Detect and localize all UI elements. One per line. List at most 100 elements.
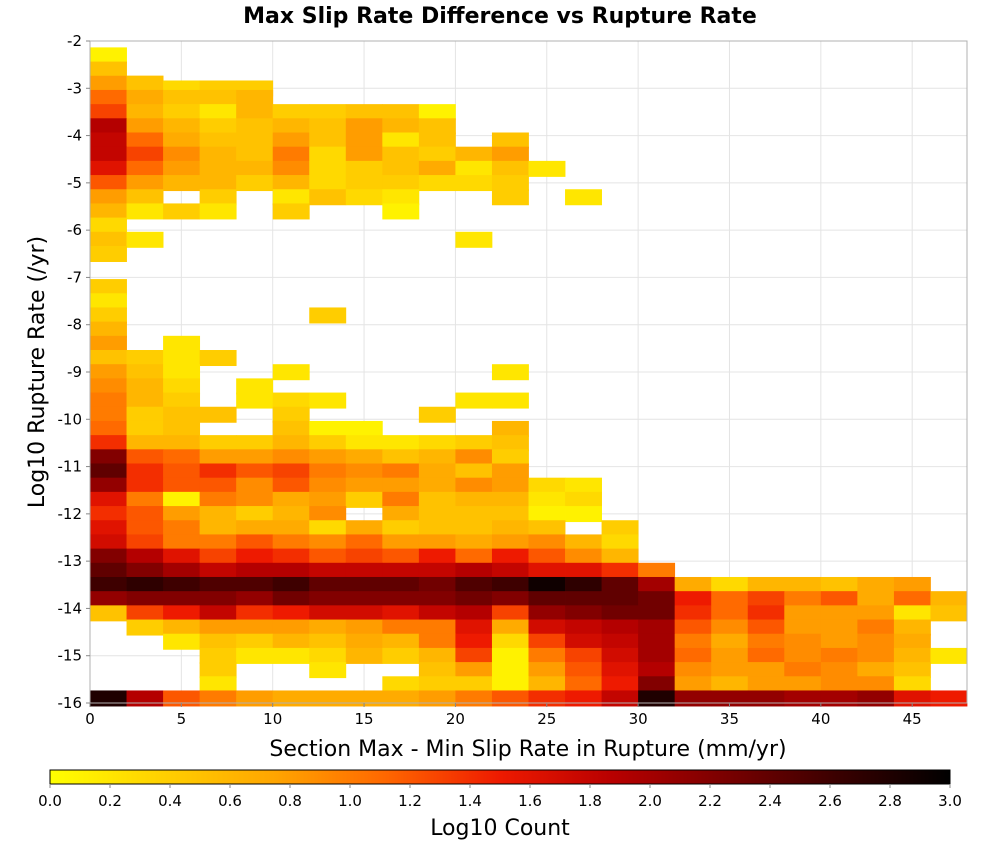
heatmap-cell [711, 576, 749, 593]
heatmap-cell [418, 605, 456, 622]
heatmap-cell [272, 491, 310, 508]
heatmap-cell [90, 293, 127, 310]
heatmap-cell [126, 477, 164, 494]
heatmap-cell [199, 676, 237, 693]
heatmap-cell [382, 449, 420, 466]
heatmap-cell [601, 605, 639, 622]
heatmap-cell [126, 175, 164, 192]
heatmap-cell [893, 662, 931, 679]
heatmap-cell [345, 619, 383, 636]
heatmap-cell [199, 562, 237, 579]
heatmap-cell [455, 491, 493, 508]
heatmap-cell [126, 118, 164, 135]
heatmap-cell [491, 633, 529, 650]
heatmap-cell [309, 591, 347, 608]
heatmap-cell [455, 463, 493, 480]
heatmap-cell [455, 562, 493, 579]
heatmap-cell [236, 392, 274, 409]
heatmap-cell [638, 576, 676, 593]
chart-title: Max Slip Rate Difference vs Rupture Rate [243, 4, 757, 29]
colorbar-tick-label: 2.2 [698, 792, 722, 810]
heatmap-cell [893, 633, 931, 650]
heatmap-cell [163, 146, 201, 163]
heatmap-cell [565, 690, 602, 707]
heatmap-cell [491, 364, 529, 381]
heatmap-cell [857, 633, 895, 650]
heatmap-cell [90, 491, 127, 508]
heatmap-cell [491, 562, 529, 579]
colorbar-tick-label: 1.8 [578, 792, 602, 810]
heatmap-cell [784, 619, 822, 636]
heatmap-cell [565, 189, 602, 206]
heatmap-cell [199, 203, 237, 220]
heatmap-cell [345, 463, 383, 480]
heatmap-cell [236, 104, 274, 121]
heatmap-cell [711, 633, 749, 650]
heatmap-cell [893, 605, 931, 622]
heatmap-cell [345, 605, 383, 622]
heatmap-cell [126, 146, 164, 163]
heatmap-cell [126, 350, 164, 367]
heatmap-cell [418, 104, 456, 121]
heatmap-cell [418, 132, 456, 149]
heatmap-cell [491, 619, 529, 636]
heatmap-cell [711, 619, 749, 636]
x-tick-label: 20 [446, 710, 465, 728]
heatmap-cell [272, 449, 310, 466]
heatmap-cell [163, 506, 201, 523]
heatmap-cell [455, 633, 493, 650]
heatmap-cell [601, 562, 639, 579]
heatmap-cell [674, 633, 712, 650]
heatmap-cell [491, 520, 529, 537]
heatmap-cell [272, 420, 310, 437]
heatmap-cell [126, 392, 164, 409]
heatmap-cell [90, 435, 127, 452]
heatmap-cell [236, 591, 274, 608]
heatmap-cell [418, 175, 456, 192]
heatmap-cell [90, 605, 127, 622]
colorbar-tick-label: 2.0 [638, 792, 662, 810]
heatmap-cell [126, 364, 164, 381]
heatmap-cell [455, 690, 493, 707]
heatmap-cell [418, 449, 456, 466]
heatmap-cell [528, 676, 566, 693]
heatmap-cell [455, 662, 493, 679]
heatmap-cell [272, 104, 310, 121]
heatmap-cell [199, 132, 237, 149]
heatmap-cell [309, 132, 347, 149]
heatmap-cell [491, 647, 529, 664]
heatmap-cell [565, 491, 602, 508]
colorbar-tick-label: 1.2 [398, 792, 422, 810]
heatmap-cell [820, 605, 858, 622]
heatmap-cell [272, 406, 310, 423]
heatmap-cell [236, 619, 274, 636]
heatmap-cell [90, 406, 127, 423]
heatmap-cell [382, 591, 420, 608]
heatmap-cell [163, 576, 201, 593]
heatmap-cell [345, 118, 383, 135]
heatmap-cell [565, 605, 602, 622]
heatmap-cell [784, 633, 822, 650]
heatmap-cell [382, 619, 420, 636]
x-tick-label: 10 [263, 710, 282, 728]
heatmap-cell [90, 506, 127, 523]
heatmap-cell [857, 619, 895, 636]
heatmap-cell [857, 576, 895, 593]
heatmap-cell [199, 449, 237, 466]
heatmap-cell [491, 548, 529, 565]
heatmap-cell [455, 449, 493, 466]
heatmap-cell [418, 534, 456, 551]
heatmap-cell [528, 591, 566, 608]
heatmap-cell [418, 647, 456, 664]
heatmap-cell [163, 690, 201, 707]
heatmap-cell [199, 605, 237, 622]
heatmap-cell [272, 203, 310, 220]
heatmap-cell [236, 435, 274, 452]
heatmap-cell [90, 146, 127, 163]
heatmap-cell [345, 175, 383, 192]
heatmap-cell [236, 506, 274, 523]
heatmap-cell [272, 175, 310, 192]
heatmap-cell [90, 61, 127, 78]
heatmap-cell [272, 463, 310, 480]
heatmap-cell [199, 118, 237, 135]
